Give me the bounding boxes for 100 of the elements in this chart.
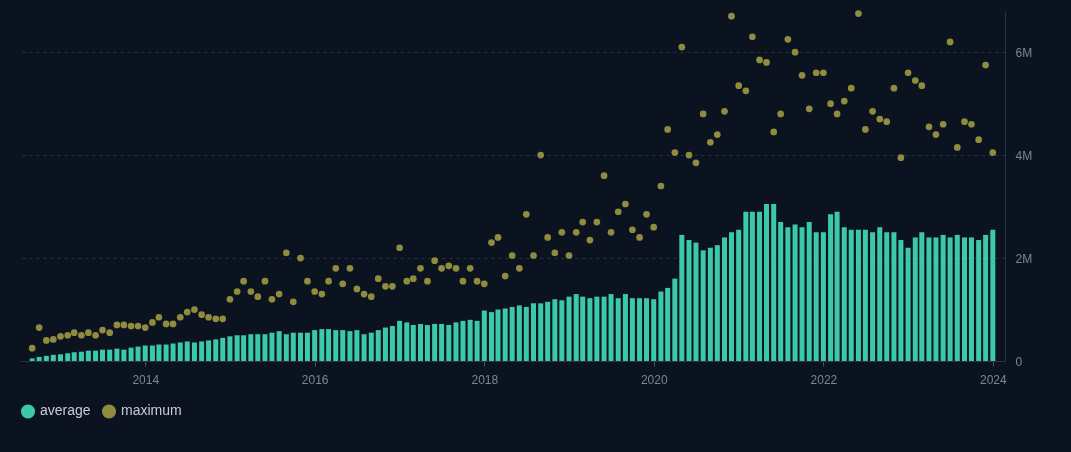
bar — [85, 350, 91, 361]
bar — [523, 306, 529, 361]
bar — [848, 229, 854, 361]
bar — [509, 306, 515, 361]
bar — [269, 332, 275, 361]
bar — [290, 332, 296, 361]
y-tick-label: 2M — [1015, 251, 1033, 266]
bar — [961, 237, 967, 361]
bar — [368, 332, 374, 361]
x-tick-label: 2020 — [640, 372, 668, 387]
bar — [644, 298, 650, 361]
bar — [36, 356, 42, 361]
bar — [255, 334, 261, 361]
bar — [722, 237, 728, 361]
bar — [326, 329, 332, 361]
bar — [594, 296, 600, 361]
bar — [976, 240, 982, 361]
bar — [615, 298, 621, 361]
bar — [453, 322, 459, 361]
bar — [820, 232, 826, 361]
bar — [304, 332, 310, 361]
bar — [375, 330, 381, 361]
bar — [404, 322, 410, 361]
bar — [983, 234, 989, 361]
bar — [608, 294, 614, 361]
bar — [467, 319, 473, 361]
bar — [481, 310, 487, 361]
bar — [213, 339, 219, 361]
bar — [870, 232, 876, 361]
bar — [319, 329, 325, 361]
bar — [665, 287, 671, 361]
bar — [828, 214, 834, 361]
bar — [142, 345, 148, 361]
bar — [516, 305, 522, 361]
bar — [276, 331, 282, 361]
y-tick-label: 4M — [1015, 148, 1033, 163]
bar — [651, 299, 657, 361]
bar — [700, 250, 706, 361]
bar — [658, 291, 664, 361]
bar — [354, 330, 360, 361]
bar — [905, 247, 911, 361]
bar — [297, 332, 303, 361]
bar — [531, 303, 536, 361]
bar — [968, 237, 974, 361]
bar — [206, 340, 212, 361]
bar — [340, 330, 346, 361]
bar — [333, 330, 339, 361]
bar — [50, 354, 56, 361]
bar — [749, 211, 755, 361]
bar — [764, 204, 770, 361]
bar — [771, 204, 777, 361]
y-tick-label: 6M — [1015, 45, 1033, 60]
bar — [799, 227, 805, 361]
bar — [71, 352, 77, 361]
bar — [792, 224, 798, 361]
x-tick-label: 2022 — [810, 372, 838, 387]
bar — [191, 342, 197, 361]
bar — [121, 349, 127, 361]
bar — [170, 343, 176, 361]
bar — [199, 341, 205, 361]
bar — [460, 320, 466, 361]
bar — [884, 232, 890, 361]
bar — [283, 334, 289, 361]
bar — [58, 354, 64, 361]
bar — [184, 341, 190, 361]
bar — [78, 351, 84, 361]
bar — [559, 300, 565, 361]
bar — [622, 294, 628, 361]
bar — [679, 234, 685, 361]
bar — [834, 211, 840, 361]
bar — [347, 331, 353, 361]
bar — [262, 334, 268, 361]
bar — [439, 323, 445, 361]
bar — [601, 296, 607, 361]
bar — [552, 299, 558, 361]
bar — [446, 324, 452, 361]
bar — [728, 232, 734, 361]
bar — [163, 344, 169, 361]
bar — [93, 350, 99, 361]
bar — [361, 334, 367, 361]
bar — [940, 234, 946, 361]
bar — [538, 303, 544, 361]
x-tick-label: 2018 — [471, 372, 499, 387]
bar — [954, 234, 960, 361]
bar — [382, 327, 388, 361]
bar — [806, 222, 812, 361]
x-tick-label: 2016 — [301, 372, 329, 387]
bar — [587, 298, 593, 361]
bar — [545, 301, 551, 361]
bar — [778, 222, 784, 361]
bar — [417, 323, 423, 361]
bar — [714, 245, 720, 361]
bar — [813, 232, 819, 361]
bar — [114, 348, 120, 361]
bar — [397, 320, 403, 361]
x-tick-label: 2024 — [979, 372, 1007, 387]
bar — [707, 247, 713, 361]
bar — [107, 349, 113, 361]
bar — [424, 324, 430, 361]
bar — [248, 334, 254, 361]
